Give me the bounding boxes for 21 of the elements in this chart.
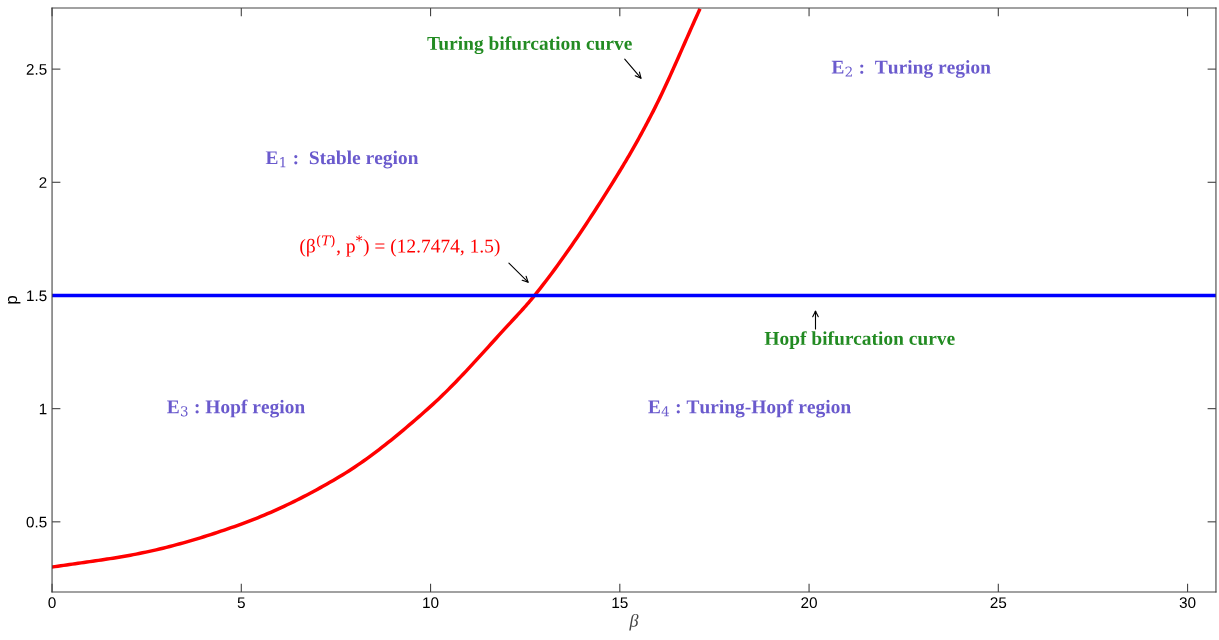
x-axis-title: β: [629, 613, 639, 631]
y-tick-label: 1: [39, 403, 47, 415]
annotation: E$_{3}$ : Hopf region: [167, 399, 305, 418]
y-axis-title: p: [7, 296, 21, 304]
x-tick-label: 5: [237, 597, 245, 609]
x-tick-label: 30: [1179, 597, 1196, 609]
y-tick-label: 2: [39, 177, 47, 188]
annotation: E$_{2}$ : Turing region: [831, 60, 991, 78]
annotation: (β$^{(T)}$, p$^{*}$) = (12.7474, 1.5): [300, 235, 500, 257]
x-tick-label: 25: [990, 597, 1007, 609]
y-tick-label: 1.5: [27, 290, 47, 302]
y-tick-label: 0.5: [26, 516, 47, 528]
annotation: Turing bifurcation curve: [427, 36, 632, 55]
annotation: E$_{4}$ : Turing-Hopf region: [648, 399, 851, 418]
x-tick-label: 20: [801, 597, 817, 609]
y-tick-label: 2.5: [26, 63, 47, 75]
annotation: Hopf bifurcation curve: [764, 331, 955, 349]
annotation: E$_{1}$ : Stable region: [265, 150, 419, 169]
x-tick-label: 0: [48, 597, 56, 609]
x-tick-label: 15: [612, 597, 628, 609]
x-tick-label: 10: [423, 597, 439, 609]
